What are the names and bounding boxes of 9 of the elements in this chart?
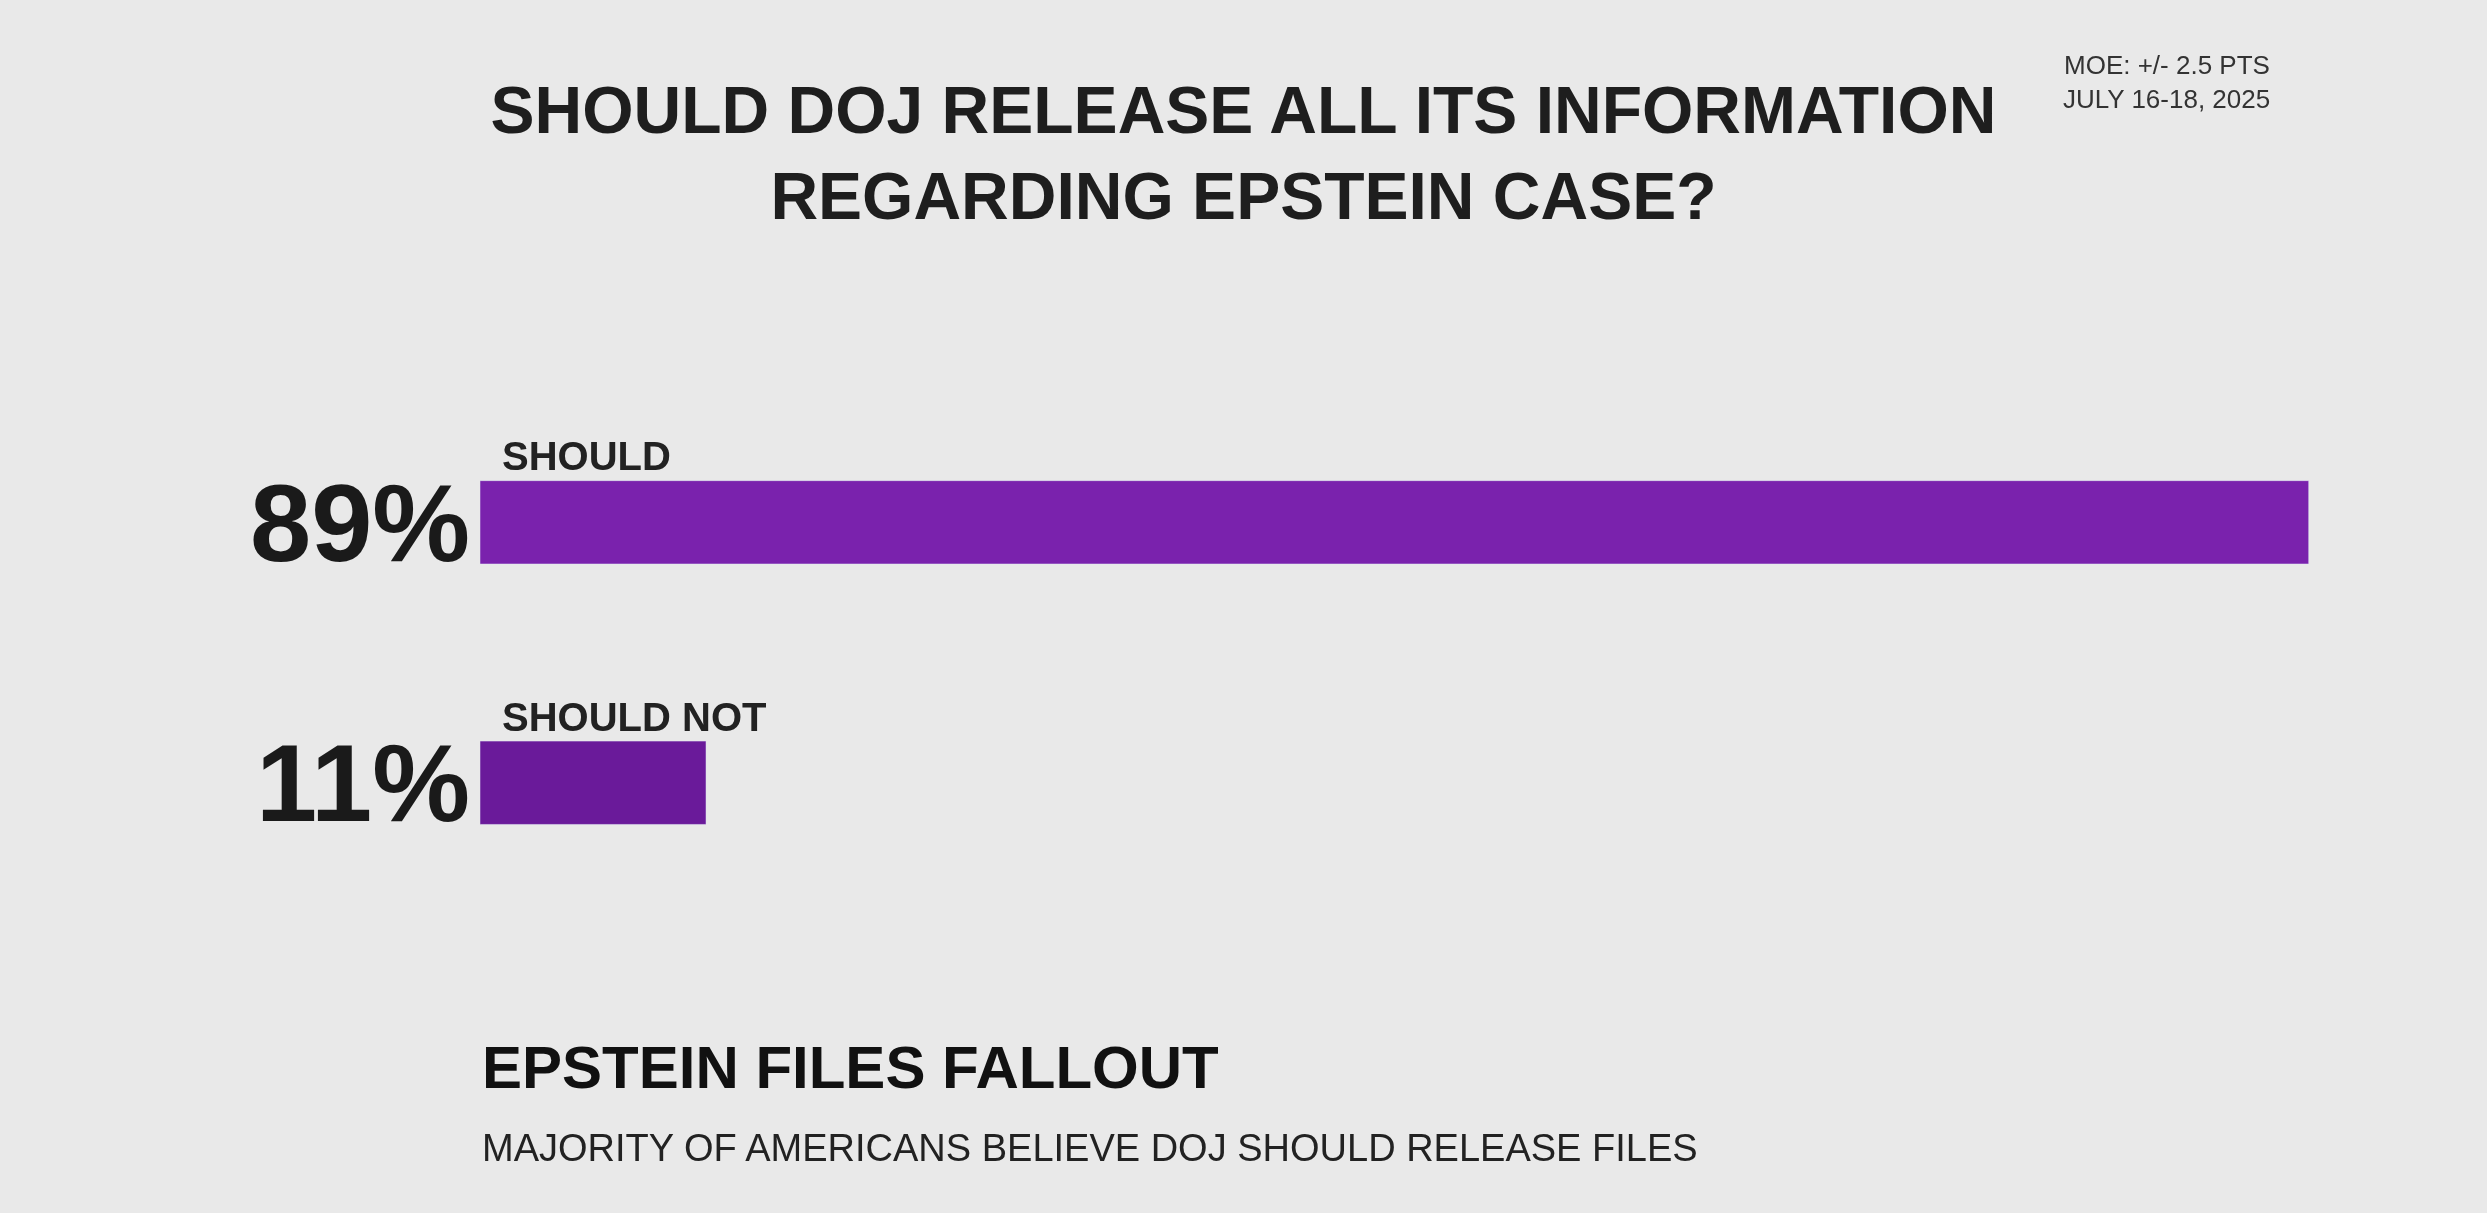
text: MOE: +/- 2.5 PTS [2064, 50, 2270, 80]
text: EPSTEIN FILES FALLOUT [482, 1034, 1219, 1101]
y-tick-label: SHOULD NOT [502, 695, 767, 739]
data-label: 11% [256, 721, 471, 844]
text: MAJORITY OF AMERICANS BELIEVE DOJ SHOULD RELEASE FILES [482, 1127, 1698, 1169]
chart-title: SHOULD DOJ RELEASE ALL ITS INFORMATION REGARDING EPSTEIN CASE? [490, 73, 1997, 234]
y-tick-label: SHOULD [502, 434, 671, 478]
data-label: 89% [250, 461, 471, 584]
text: JULY 16-18, 2025 [2063, 84, 2271, 114]
